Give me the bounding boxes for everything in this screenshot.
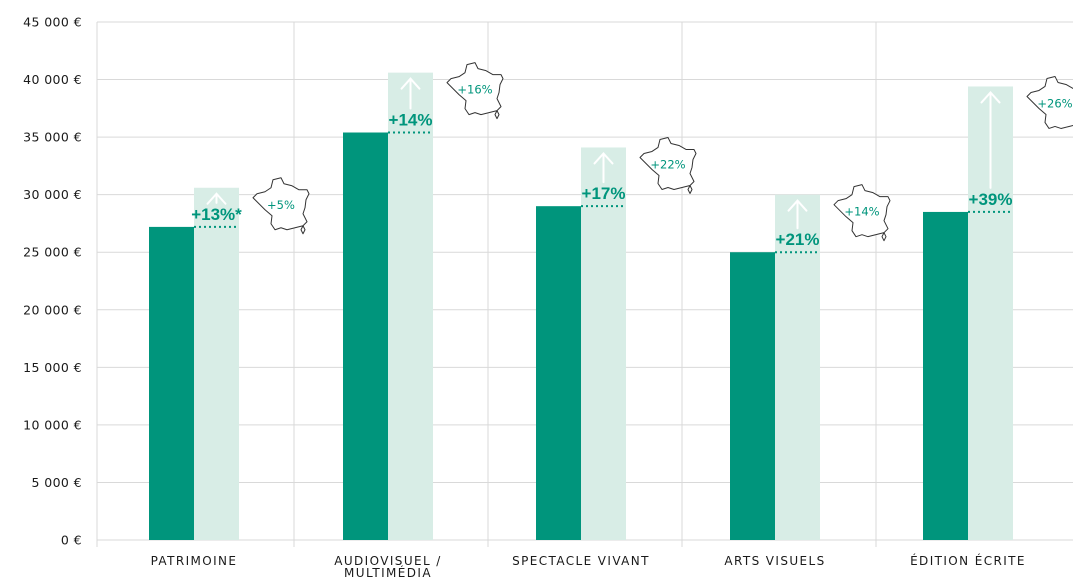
france-outline (833, 184, 891, 242)
category-label: ÉDITION ÉCRITE (910, 553, 1026, 568)
regional-change-label: +14% (844, 205, 879, 219)
france-outline (1026, 75, 1073, 129)
y-tick-label: 15 000 € (23, 360, 82, 375)
france-map-icon: +22% (639, 136, 697, 194)
y-tick-label: 25 000 € (23, 245, 82, 260)
up-arrow-icon (980, 90, 1001, 189)
category-label: PATRIMOINE (151, 554, 238, 568)
y-tick-label: 10 000 € (23, 417, 82, 432)
y-tick-label: 35 000 € (23, 130, 82, 145)
france-map-icon: +14% (833, 184, 891, 242)
up-arrow-icon (400, 77, 421, 110)
france-outline (446, 62, 504, 120)
change-label: +14% (389, 111, 433, 130)
bar-series-2 (775, 194, 820, 540)
category-label: MULTIMÉDIA (344, 565, 432, 580)
bar-series-1 (149, 226, 194, 541)
france-map-icon: +16% (446, 62, 504, 120)
regional-change-label: +5% (267, 198, 295, 212)
bar-series-2 (194, 187, 239, 540)
change-label: +21% (776, 230, 820, 249)
regional-change-label: +22% (650, 157, 685, 171)
y-tick-label: 0 € (61, 533, 82, 548)
y-tick-label: 45 000 € (23, 15, 82, 30)
category-labels: PATRIMOINE AUDIOVISUEL /MULTIMÉDIA SPECTAC… (151, 553, 1026, 580)
france-map-icon: +26% (1026, 75, 1073, 129)
bar-series-1 (730, 252, 775, 540)
y-tick-label: 20 000 € (23, 302, 82, 317)
y-tick-label: 30 000 € (23, 187, 82, 202)
y-tick-label: 5 000 € (31, 475, 82, 490)
y-axis-ticks: 0 € 5 000 € 10 000 € 15 000 € 20 000 € 25 000… (23, 15, 82, 548)
regional-change-label: +26% (1037, 96, 1072, 110)
change-label: +39% (969, 190, 1013, 209)
change-label: +17% (582, 184, 626, 203)
bars (149, 72, 1013, 541)
y-tick-label: 40 000 € (23, 72, 82, 87)
bar-series-2 (581, 147, 626, 540)
change-label: +13%* (191, 205, 242, 224)
bar-series-1 (536, 206, 581, 540)
up-arrow-icon (206, 192, 227, 205)
bar-series-1 (343, 132, 388, 541)
france-outline (639, 136, 697, 194)
up-arrow-icon (593, 151, 614, 184)
france-outline (252, 177, 310, 235)
change-markers: +13%* +5% +14% +16% +17% +22% +21% +14% +39% +26% (191, 62, 1073, 254)
up-arrow-icon (787, 199, 808, 230)
category-label: AUDIOVISUEL / (334, 554, 441, 568)
category-label: SPECTACLE VIVANT (512, 554, 650, 568)
france-map-icon: +5% (252, 177, 310, 235)
bar-series-1 (923, 211, 968, 540)
category-label: ARTS VISUELS (724, 554, 825, 568)
regional-change-label: +16% (457, 83, 492, 97)
bar-series-2 (388, 72, 433, 540)
